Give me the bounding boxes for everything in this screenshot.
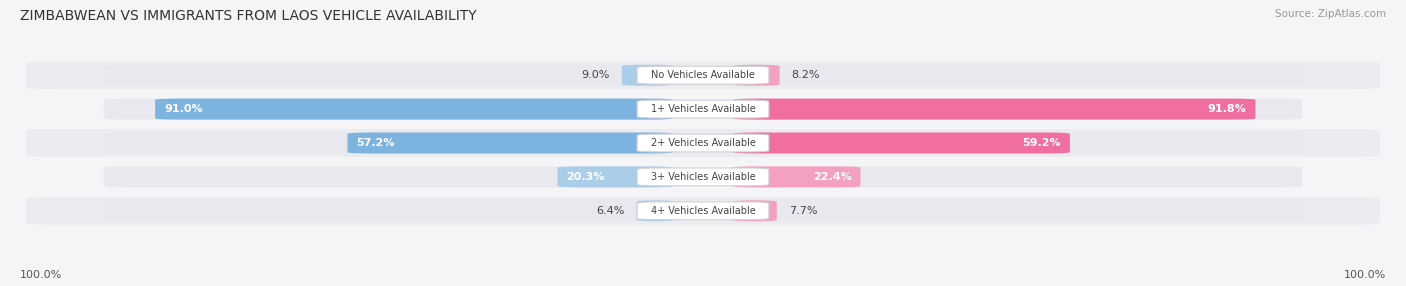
FancyBboxPatch shape	[27, 95, 1379, 123]
Text: Source: ZipAtlas.com: Source: ZipAtlas.com	[1275, 9, 1386, 19]
Text: ZIMBABWEAN VS IMMIGRANTS FROM LAOS VEHICLE AVAILABILITY: ZIMBABWEAN VS IMMIGRANTS FROM LAOS VEHIC…	[20, 9, 477, 23]
FancyBboxPatch shape	[733, 99, 1302, 120]
FancyBboxPatch shape	[104, 65, 673, 86]
FancyBboxPatch shape	[155, 99, 673, 120]
FancyBboxPatch shape	[558, 166, 673, 187]
Text: No Vehicles Available: No Vehicles Available	[651, 70, 755, 80]
Text: 6.4%: 6.4%	[596, 206, 624, 216]
FancyBboxPatch shape	[637, 200, 673, 221]
FancyBboxPatch shape	[637, 66, 769, 84]
FancyBboxPatch shape	[733, 200, 1302, 221]
FancyBboxPatch shape	[733, 132, 1302, 154]
FancyBboxPatch shape	[733, 65, 1302, 86]
Text: 7.7%: 7.7%	[789, 206, 817, 216]
Text: 20.3%: 20.3%	[567, 172, 605, 182]
FancyBboxPatch shape	[104, 166, 673, 187]
FancyBboxPatch shape	[637, 134, 769, 152]
FancyBboxPatch shape	[347, 132, 673, 154]
Text: 59.2%: 59.2%	[1022, 138, 1062, 148]
Text: 57.2%: 57.2%	[357, 138, 395, 148]
Text: 4+ Vehicles Available: 4+ Vehicles Available	[651, 206, 755, 216]
FancyBboxPatch shape	[733, 65, 779, 86]
Text: 22.4%: 22.4%	[813, 172, 852, 182]
FancyBboxPatch shape	[733, 166, 860, 187]
Text: 91.0%: 91.0%	[165, 104, 202, 114]
Text: 100.0%: 100.0%	[1344, 270, 1386, 280]
FancyBboxPatch shape	[27, 197, 1379, 225]
FancyBboxPatch shape	[637, 202, 769, 220]
FancyBboxPatch shape	[637, 168, 769, 186]
FancyBboxPatch shape	[733, 200, 776, 221]
FancyBboxPatch shape	[104, 99, 673, 120]
Text: 1+ Vehicles Available: 1+ Vehicles Available	[651, 104, 755, 114]
Text: 100.0%: 100.0%	[20, 270, 62, 280]
FancyBboxPatch shape	[27, 129, 1379, 157]
Text: 9.0%: 9.0%	[582, 70, 610, 80]
FancyBboxPatch shape	[621, 65, 673, 86]
FancyBboxPatch shape	[27, 61, 1379, 89]
Text: 8.2%: 8.2%	[792, 70, 820, 80]
FancyBboxPatch shape	[637, 100, 769, 118]
FancyBboxPatch shape	[27, 163, 1379, 191]
FancyBboxPatch shape	[733, 99, 1256, 120]
FancyBboxPatch shape	[733, 166, 1302, 187]
Text: 2+ Vehicles Available: 2+ Vehicles Available	[651, 138, 755, 148]
FancyBboxPatch shape	[104, 132, 673, 154]
FancyBboxPatch shape	[104, 200, 673, 221]
Text: 3+ Vehicles Available: 3+ Vehicles Available	[651, 172, 755, 182]
FancyBboxPatch shape	[733, 132, 1070, 154]
Text: 91.8%: 91.8%	[1208, 104, 1247, 114]
